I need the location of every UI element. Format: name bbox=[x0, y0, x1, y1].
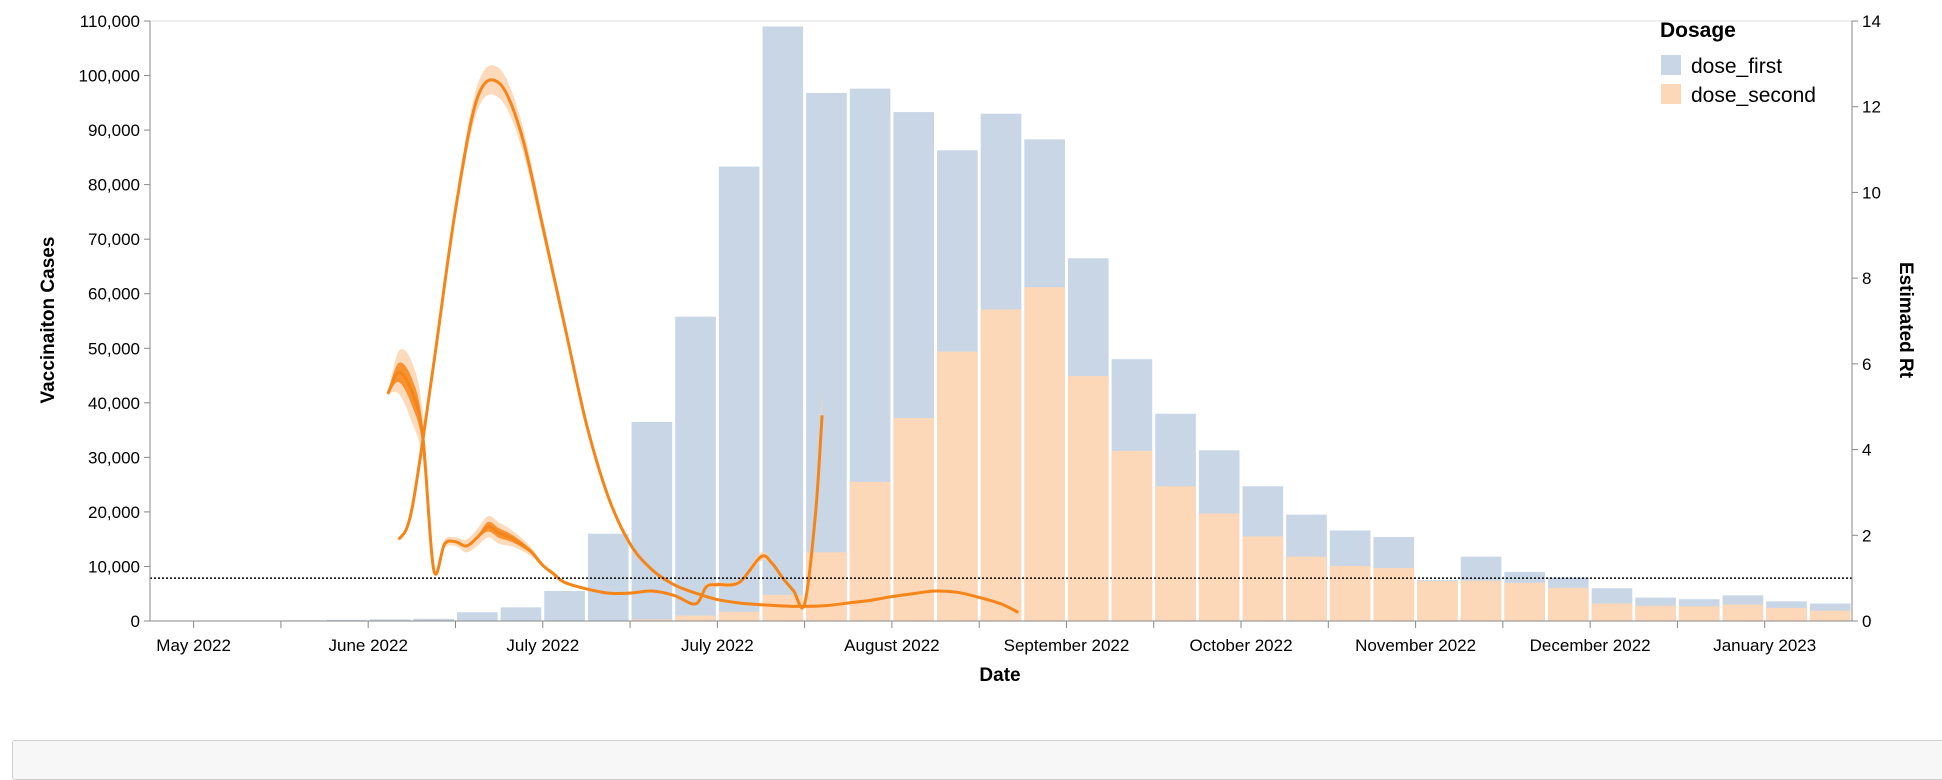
axes-layer: 0 10,000 20,000 30,000 40,000 50,000 60,000 70,… bbox=[79, 12, 1881, 655]
x-tick-label: August 2022 bbox=[844, 636, 939, 655]
bar-dose-first bbox=[544, 591, 585, 621]
x-tick-label: December 2022 bbox=[1530, 636, 1651, 655]
x-tick-label: October 2022 bbox=[1190, 636, 1293, 655]
legend-swatch-dose-second bbox=[1661, 84, 1681, 104]
bar-dose-second bbox=[675, 616, 716, 621]
bar-dose-second bbox=[1286, 557, 1327, 621]
x-tick-label: July 2022 bbox=[506, 636, 579, 655]
x-tick-label: May 2022 bbox=[156, 636, 231, 655]
bar-dose-first bbox=[588, 534, 629, 621]
bar-dose-first bbox=[675, 317, 716, 621]
bar-dose-second bbox=[1679, 606, 1720, 621]
bar-dose-second bbox=[1504, 583, 1545, 621]
legend-title: Dosage bbox=[1660, 19, 1736, 42]
y-tick-label: 30,000 bbox=[88, 448, 140, 467]
y-tick-label: 50,000 bbox=[88, 339, 140, 358]
bar-dose-second bbox=[1417, 581, 1458, 621]
y-tick-label: 90,000 bbox=[88, 121, 140, 140]
y-tick-label: 110,000 bbox=[80, 12, 140, 31]
bar-dose-second bbox=[937, 352, 978, 621]
bar-dose-first bbox=[719, 167, 760, 621]
bar-dose-first bbox=[457, 612, 498, 621]
y-tick-label: 70,000 bbox=[88, 230, 140, 249]
bar-dose-second bbox=[1112, 451, 1153, 621]
y2-tick-label: 10 bbox=[1862, 183, 1881, 202]
y2-tick-label: 2 bbox=[1862, 526, 1871, 545]
bar-dose-second bbox=[1330, 566, 1371, 621]
bar-dose-second bbox=[1199, 514, 1240, 621]
y-tick-label: 60,000 bbox=[88, 285, 140, 304]
bar-dose-second bbox=[1635, 606, 1676, 621]
legend-label-dose-first: dose_first bbox=[1691, 55, 1782, 78]
legend-swatch-dose-first bbox=[1661, 55, 1681, 75]
x-tick-label: November 2022 bbox=[1355, 636, 1476, 655]
bar-dose-second bbox=[981, 310, 1022, 621]
y-tick-label: 100,000 bbox=[79, 67, 140, 86]
y-tick-label: 10,000 bbox=[88, 557, 140, 576]
y2-axis-title: Estimated Rt bbox=[1895, 262, 1916, 379]
bar-dose-second bbox=[1373, 568, 1414, 621]
y-tick-label: 20,000 bbox=[88, 503, 140, 522]
y-tick-label: 80,000 bbox=[88, 176, 140, 195]
bar-dose-second bbox=[1723, 605, 1764, 621]
bottom-panel bbox=[12, 740, 1942, 780]
bar-dose-second bbox=[1766, 608, 1807, 621]
x-axis-title: Date bbox=[979, 665, 1020, 686]
x-tick-label: September 2022 bbox=[1004, 636, 1130, 655]
y2-tick-label: 6 bbox=[1862, 355, 1871, 374]
bar-dose-second bbox=[1810, 611, 1851, 621]
y2-tick-label: 0 bbox=[1862, 612, 1871, 631]
y-axis-title: Vaccinaiton Cases bbox=[38, 237, 59, 404]
bar-dose-second bbox=[719, 612, 760, 621]
chart: 0 10,000 20,000 30,000 40,000 50,000 60,000 70,… bbox=[0, 0, 1942, 760]
bars-layer bbox=[195, 26, 1850, 621]
x-tick-label: July 2022 bbox=[681, 636, 754, 655]
x-tick-label: January 2023 bbox=[1713, 636, 1816, 655]
bar-dose-first bbox=[762, 26, 803, 621]
y-tick-label: 0 bbox=[131, 612, 140, 631]
bar-dose-second bbox=[1155, 486, 1196, 621]
bar-dose-second bbox=[1461, 581, 1502, 621]
y2-tick-label: 14 bbox=[1862, 12, 1881, 31]
bar-dose-second bbox=[1068, 376, 1109, 621]
x-tick-label: June 2022 bbox=[329, 636, 408, 655]
bar-dose-first bbox=[501, 607, 542, 621]
legend-label-dose-second: dose_second bbox=[1691, 84, 1816, 107]
bar-dose-second bbox=[1024, 287, 1065, 621]
y2-tick-label: 8 bbox=[1862, 269, 1871, 288]
bar-dose-second bbox=[806, 552, 847, 621]
y-tick-label: 40,000 bbox=[88, 394, 140, 413]
y2-tick-label: 4 bbox=[1862, 441, 1871, 460]
bar-dose-second bbox=[1592, 604, 1633, 621]
y2-tick-label: 12 bbox=[1862, 98, 1881, 117]
bar-dose-second bbox=[1548, 588, 1589, 621]
legend: Dosage dose_first dose_second bbox=[1660, 19, 1816, 107]
